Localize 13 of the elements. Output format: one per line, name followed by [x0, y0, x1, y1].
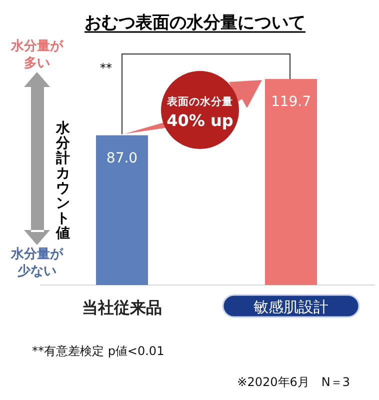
annotation: 40% up	[166, 111, 234, 130]
text: **有意差検定 p値<0.01	[32, 344, 164, 358]
text: 水分量が多い	[10, 39, 64, 71]
data-label: 87.0	[106, 150, 138, 166]
text: **	[100, 61, 112, 75]
chart-title: おむつ表面の水分量について	[84, 13, 306, 33]
annotation: 表面の水分量	[166, 95, 233, 108]
x-tick-label: 敏感肌設計	[254, 298, 328, 316]
y-axis-title: 水分計カウント値	[55, 120, 71, 242]
x-tick-label: 当社従来品	[82, 298, 162, 317]
annotation: 水分量が少ない	[10, 247, 64, 279]
data-label: 119.7	[270, 94, 312, 110]
text: ※2020年6月 N＝3	[237, 375, 350, 389]
